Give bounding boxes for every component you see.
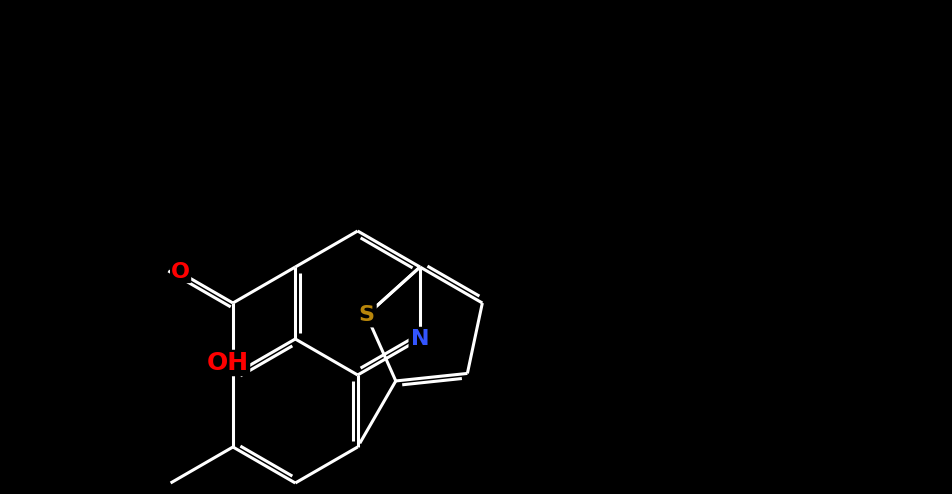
Text: O: O xyxy=(171,262,190,282)
Text: S: S xyxy=(359,305,374,325)
Text: N: N xyxy=(410,329,429,349)
Text: OH: OH xyxy=(207,351,249,375)
